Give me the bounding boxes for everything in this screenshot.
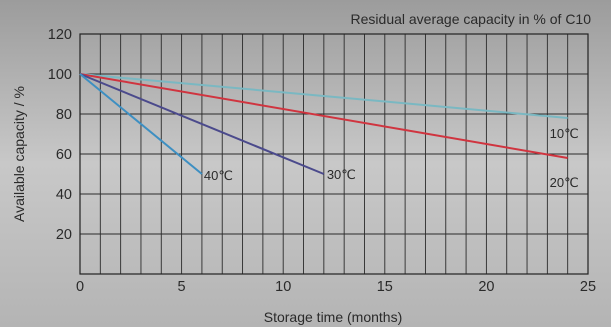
y-tick-label: 20 (56, 227, 72, 243)
y-tick-label: 80 (56, 107, 72, 123)
x-tick-label: 5 (178, 279, 186, 295)
chart-title: Residual average capacity in % of C10 (351, 11, 592, 27)
series-line-4 (79, 73, 203, 175)
y-axis-label: Available capacity / % (11, 86, 27, 222)
tick-labels: 0 5 10 15 20 25 20 40 60 80 100 120 (48, 27, 596, 295)
plot-frame (79, 33, 589, 275)
x-tick-label: 20 (478, 279, 494, 295)
x-tick-label: 15 (377, 279, 393, 295)
series-label-2: 20℃ (550, 175, 579, 190)
series-label-4: 40℃ (204, 168, 233, 183)
series-line-2 (79, 73, 568, 159)
y-tick-label: 120 (48, 27, 72, 43)
grid (79, 33, 589, 275)
series-labels: 10℃ 20℃ 30℃ 40℃ (204, 126, 579, 190)
axes (79, 33, 589, 275)
y-tick-label: 60 (56, 147, 72, 163)
series-line-1 (79, 73, 568, 119)
y-tick-label: 40 (56, 187, 72, 203)
x-axis-label: Storage time (months) (264, 309, 403, 325)
series-label-1: 10℃ (550, 126, 579, 141)
x-tick-label: 10 (275, 279, 291, 295)
series-lines (79, 73, 568, 175)
y-tick-label: 100 (48, 67, 72, 83)
series-line-3 (79, 73, 325, 175)
x-tick-label: 25 (580, 279, 596, 295)
series-label-3: 30℃ (327, 167, 356, 182)
x-tick-label: 0 (76, 279, 84, 295)
